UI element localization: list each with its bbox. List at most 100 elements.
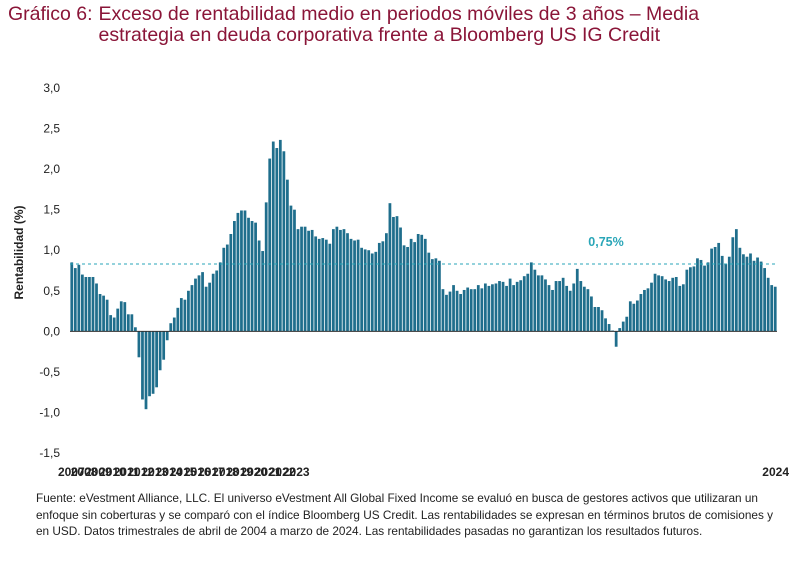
bar	[349, 238, 353, 332]
bar	[243, 210, 247, 332]
bar	[109, 315, 113, 332]
bar	[724, 264, 728, 332]
bar	[176, 307, 180, 332]
bar	[643, 289, 646, 332]
bar	[73, 268, 77, 332]
bar	[491, 284, 494, 332]
bar	[134, 327, 137, 332]
bar	[473, 289, 477, 332]
bar	[388, 203, 392, 332]
x-tick-label: 2020	[240, 465, 267, 479]
bar	[264, 202, 268, 332]
bar	[614, 331, 618, 347]
bar	[533, 269, 537, 332]
bar	[392, 216, 395, 332]
bar	[483, 283, 487, 332]
bar	[685, 269, 689, 332]
y-tick-label: 2,5	[43, 122, 60, 136]
bar	[558, 281, 561, 332]
x-tick-label: 2013	[141, 465, 168, 479]
bar-chart: 3,0 2,5 2,0 1,5 1,0 0,5 0,0 -0,5 -1,0 -1,5 Rentabi…	[12, 81, 789, 479]
bar	[423, 238, 427, 332]
bar	[158, 331, 162, 371]
bar	[172, 317, 176, 332]
bar	[494, 283, 498, 332]
bar	[116, 308, 120, 332]
bar	[183, 299, 187, 332]
x-tick-label: 2017	[198, 465, 225, 479]
bar	[445, 294, 448, 332]
bar	[165, 331, 169, 341]
bar	[745, 256, 749, 332]
bar	[286, 179, 289, 332]
bar	[625, 316, 629, 332]
bar	[501, 281, 505, 332]
bar	[604, 318, 607, 332]
bar	[742, 254, 745, 332]
x-tick-label: 2016	[184, 465, 211, 479]
bar	[462, 289, 466, 332]
bar	[710, 248, 713, 332]
reference-line-label: 0,75%	[588, 235, 623, 249]
bar	[144, 331, 148, 410]
bar	[77, 264, 81, 332]
bars	[70, 139, 777, 410]
x-axis: 2007200820092010201120122013201420152016…	[58, 465, 789, 479]
bar	[233, 221, 236, 332]
x-tick-label: 2007	[58, 465, 85, 479]
bar	[303, 226, 307, 332]
x-tick-label: 2015	[170, 465, 197, 479]
bar	[770, 285, 774, 332]
bar	[381, 241, 385, 332]
y-tick-label: -1,0	[39, 405, 60, 419]
bar	[70, 262, 74, 332]
bar	[119, 301, 123, 332]
bar	[356, 239, 360, 332]
bar	[427, 252, 431, 332]
bar	[734, 229, 738, 332]
y-tick-label: 2,0	[43, 162, 60, 176]
y-tick-label: -0,5	[39, 365, 60, 379]
y-tick-label: 0,0	[43, 324, 60, 338]
bar	[664, 279, 668, 332]
x-tick-label: 2024	[762, 465, 789, 479]
y-tick-label: 0,5	[43, 284, 60, 298]
bar	[459, 294, 462, 332]
bar	[331, 229, 335, 332]
bar	[579, 281, 583, 332]
bar	[190, 285, 194, 332]
bar	[657, 275, 660, 332]
bar	[466, 287, 470, 332]
bar	[597, 307, 600, 332]
bar	[268, 158, 272, 332]
bar	[621, 321, 625, 332]
bar	[126, 314, 130, 332]
bar	[148, 331, 151, 397]
bar	[540, 275, 544, 332]
bar	[296, 229, 300, 332]
bar	[773, 286, 777, 332]
bar	[646, 288, 650, 332]
bar	[293, 209, 296, 332]
bar	[455, 290, 459, 332]
y-axis-label: Rentabilidad (%)	[12, 205, 26, 299]
bar	[720, 255, 724, 332]
bar	[377, 242, 381, 332]
bar	[102, 295, 105, 332]
bar	[568, 290, 572, 332]
bar	[353, 240, 356, 332]
bar	[696, 258, 699, 332]
bar	[179, 298, 183, 332]
bar	[650, 282, 653, 332]
bar	[194, 278, 197, 332]
bar	[618, 328, 622, 332]
bar	[201, 272, 204, 332]
bar	[632, 303, 636, 332]
bar	[763, 268, 767, 332]
bar	[123, 302, 127, 332]
bar	[208, 282, 212, 332]
bar	[759, 261, 763, 332]
bar	[526, 273, 530, 332]
bar	[681, 284, 685, 332]
bar	[254, 222, 257, 332]
